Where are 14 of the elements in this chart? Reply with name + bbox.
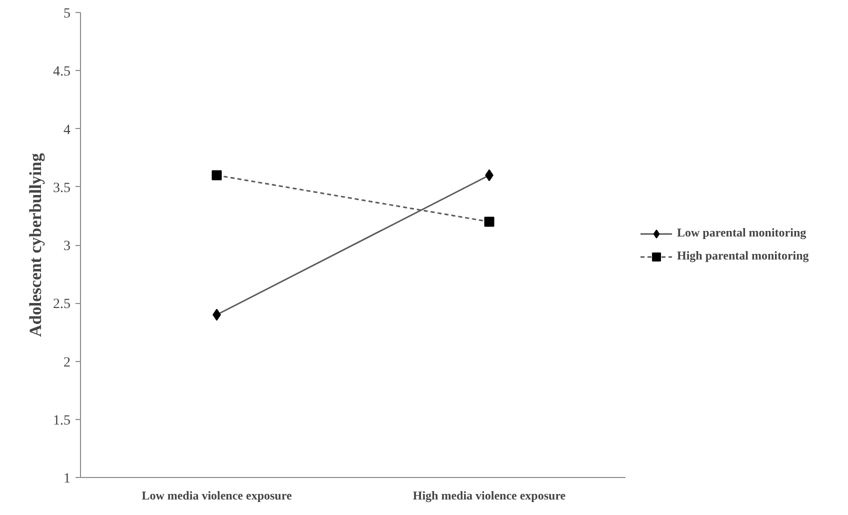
x-tick-label: High media violence exposure (412, 488, 566, 502)
legend-label: Low parental monitoring (677, 226, 806, 240)
y-tick-label: 3.5 (53, 180, 70, 196)
y-tick-label: 1 (64, 472, 70, 486)
y-tick-label: 4.5 (53, 64, 70, 80)
y-tick-label: 2 (64, 355, 70, 370)
y-tick-label: 4 (64, 122, 70, 138)
y-tick-label: 5 (64, 6, 70, 22)
y-tick-label: 3 (64, 239, 70, 254)
y-tick-label: 2.5 (53, 297, 70, 312)
legend-label: High parental monitoring (677, 248, 809, 264)
y-axis-title: Adolescent cyberbullying (26, 152, 45, 337)
x-tick-label: Low media violence exposure (142, 488, 292, 502)
y-tick-label: 1.5 (53, 413, 70, 428)
